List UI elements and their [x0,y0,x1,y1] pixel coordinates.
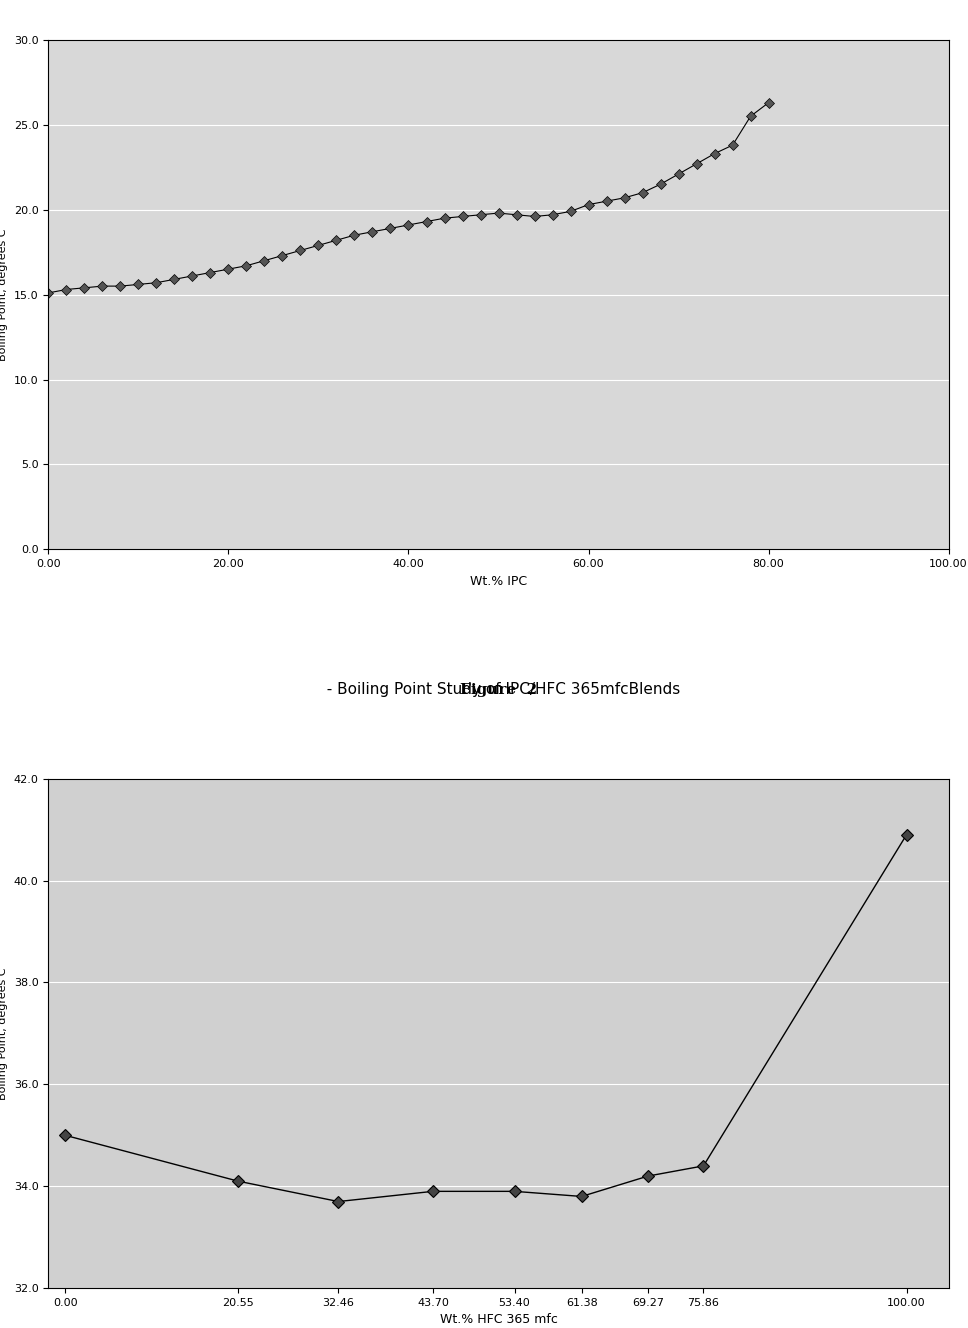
X-axis label: Wt.% HFC 365 mfc: Wt.% HFC 365 mfc [439,1313,558,1327]
Text: - Boiling Point Study of IPC/HFC 365mfcBlends: - Boiling Point Study of IPC/HFC 365mfcB… [317,683,681,697]
X-axis label: Wt.% IPC: Wt.% IPC [469,575,528,587]
Y-axis label: Boiling Point, degrees C: Boiling Point, degrees C [0,228,9,361]
Y-axis label: Boiling Point, degrees C: Boiling Point, degrees C [0,967,9,1100]
Text: Figure  2: Figure 2 [460,683,537,697]
